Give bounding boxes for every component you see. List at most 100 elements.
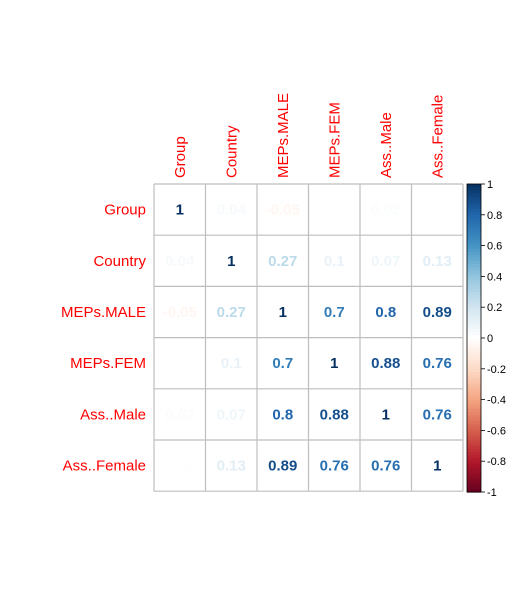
colorbar-segment: [467, 405, 481, 410]
colorbar-tick-label: 0.6: [487, 241, 502, 253]
colorbar-segment: [467, 328, 481, 333]
colorbar-segment: [467, 378, 481, 382]
matrix-cell-value: 0.88: [371, 355, 400, 372]
matrix-cell-value: -0.05: [266, 202, 300, 219]
colorbar-segment: [467, 190, 481, 194]
colorbar-segment: [467, 374, 481, 379]
colorbar-segment: [467, 436, 481, 441]
colorbar-segment: [467, 257, 481, 262]
column-label: MEPs.MALE: [275, 93, 292, 178]
matrix-cell-value: 0.76: [423, 406, 452, 423]
matrix-cell-value: 0.27: [217, 304, 246, 321]
matrix-cell-value: 0: [330, 202, 338, 219]
colorbar-segment: [467, 424, 481, 428]
colorbar-segment: [467, 387, 481, 391]
matrix-cell-value: 1: [279, 304, 287, 321]
colorbar-segment: [467, 427, 481, 431]
colorbar-segment: [467, 279, 481, 284]
colorbar-segment: [467, 214, 481, 219]
colorbar-tick-label: 0.4: [487, 271, 502, 283]
colorbar-segment: [467, 230, 481, 234]
colorbar-segment: [467, 313, 481, 318]
matrix-cell-value: 0.01: [165, 458, 194, 475]
matrix-cell-value: 0.7: [324, 304, 345, 321]
colorbar-segment: [467, 307, 481, 311]
colorbar-segment: [467, 381, 481, 385]
colorbar-segment: [467, 390, 481, 395]
colorbar-segment: [467, 217, 481, 222]
colorbar-tick-label: 0: [487, 333, 493, 345]
matrix-cell-value: -0.05: [163, 304, 197, 321]
colorbar-segment: [467, 248, 481, 253]
colorbar-segment: [467, 199, 481, 204]
colorbar-segment: [467, 239, 481, 244]
colorbar-segment: [467, 470, 481, 475]
matrix-cell-value: 0.07: [217, 406, 246, 423]
matrix-cell-value: 1: [176, 202, 184, 219]
colorbar-segment: [467, 301, 481, 305]
colorbar-segment: [467, 455, 481, 459]
colorbar-tick-label: 0.8: [487, 210, 502, 222]
matrix-cell-value: 0.88: [320, 406, 349, 423]
colorbar-segment: [467, 479, 481, 484]
colorbar-segment: [467, 251, 481, 256]
colorbar-segment: [467, 445, 481, 450]
matrix-cell-value: 0.07: [371, 253, 400, 270]
row-label: Country: [93, 253, 146, 270]
matrix-cell-value: 0.8: [375, 304, 396, 321]
colorbar-segment: [467, 488, 481, 493]
colorbar-segment: [467, 288, 481, 293]
colorbar-segment: [467, 408, 481, 413]
matrix-cells: 1 0.04 -0.05 0 0.02 0.01 0.04 1 0.27 0.1 0.07 0.13 -…: [163, 202, 452, 475]
colorbar-segment: [467, 415, 481, 419]
colorbar-segment: [467, 242, 481, 247]
colorbar-segment: [467, 448, 481, 453]
colorbar-segment: [467, 208, 481, 213]
colorbar-segment: [467, 458, 481, 462]
matrix-cell-value: 0.1: [324, 253, 345, 270]
colorbar-tick-label: 0.2: [487, 302, 502, 314]
matrix-grid: [153, 183, 464, 492]
colorbar-segment: [467, 184, 481, 188]
colorbar-segment: [467, 202, 481, 207]
colorbar-segment: [467, 294, 481, 299]
colorbar-segment: [467, 224, 481, 228]
colorbar-segment: [467, 482, 481, 487]
colorbar-segment: [467, 285, 481, 290]
colorbar-segment: [467, 421, 481, 425]
colorbar-segment: [467, 193, 481, 197]
colorbar-tick-label: -0.8: [487, 456, 506, 468]
matrix-cell-value: 0.1: [221, 355, 242, 372]
matrix-cell-value: 1: [227, 253, 235, 270]
colorbar-segment: [467, 270, 481, 274]
matrix-cell-value: 0.04: [165, 253, 195, 270]
matrix-cell-value: 0.7: [272, 355, 293, 372]
colorbar-segment: [467, 485, 481, 490]
colorbar-segment: [467, 245, 481, 250]
colorbar: 1 0.8 0.6 0.4 0.2 0 -0.2 -0.4 -0.6 -0.8 -1: [466, 179, 506, 499]
colorbar-segment: [467, 433, 481, 438]
matrix-cell-value: 0.27: [268, 253, 297, 270]
colorbar-segment: [467, 439, 481, 444]
column-labels: Group Country MEPs.MALE MEPs.FEM Ass..Male As…: [172, 93, 447, 178]
colorbar-segment: [467, 350, 481, 354]
colorbar-segment: [467, 365, 481, 370]
colorbar-segment: [467, 461, 481, 465]
colorbar-segment: [467, 334, 481, 339]
colorbar-segment: [467, 233, 481, 237]
colorbar-segment: [467, 261, 481, 265]
colorbar-segment: [467, 282, 481, 287]
colorbar-segment: [467, 187, 481, 191]
colorbar-segment: [467, 304, 481, 308]
colorbar-segment: [467, 267, 481, 271]
colorbar-segment: [467, 368, 481, 373]
colorbar-segment: [467, 464, 481, 468]
colorbar-segment: [467, 319, 481, 324]
matrix-cell-value: 0.89: [268, 458, 297, 475]
colorbar-segment: [467, 393, 481, 398]
matrix-cell-value: 0.89: [423, 304, 452, 321]
colorbar-segment: [467, 211, 481, 216]
colorbar-segment: [467, 205, 481, 210]
colorbar-segment: [467, 473, 481, 478]
column-label: Country: [223, 125, 240, 178]
